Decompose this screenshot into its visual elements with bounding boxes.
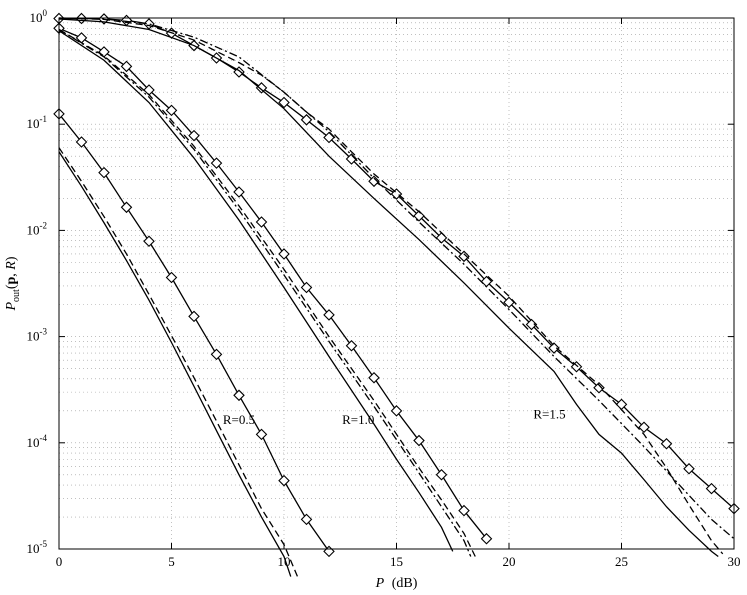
series-line-R10-dashdot [58,28,472,557]
x-axis-label-unit: (dB) [392,576,418,591]
series-group [53,12,740,577]
diamond-marker [278,96,290,109]
x-tick-label: 15 [390,554,403,569]
y-label-sub: out [11,289,22,302]
diamond-marker [255,216,268,228]
x-tick-label: 25 [615,554,628,569]
series-annotation: R=1.0 [342,412,374,427]
diamond-marker [683,462,695,475]
series-line-R10-solid [58,30,454,552]
y-label-bold: p [4,277,19,285]
y-axis-label: Pout(p, R) [4,256,22,311]
diamond-marker [188,129,200,142]
diamond-marker [120,201,133,214]
diamond-marker [188,310,200,323]
y-tick-label: 10-5 [27,539,48,556]
y-label-comma: , [4,270,19,277]
diamond-marker [548,342,560,354]
y-label-base: P [4,302,19,312]
diamond-marker [480,532,493,545]
y-tick-label: 10-2 [27,220,48,237]
diamond-marker [525,318,538,331]
diamond-marker [413,210,425,222]
diamond-marker [638,421,650,434]
diamond-marker [255,82,268,94]
diamond-marker [300,281,313,294]
annotations: R=0.5 R=1.0 R=1.5 [223,406,566,427]
diamond-marker [345,339,358,352]
x-tick-label: 10 [278,554,291,569]
diamond-marker [165,104,178,117]
diamond-marker [300,513,313,526]
diamond-marker [165,271,178,284]
diamond-marker [458,504,470,517]
diamond-marker [323,545,335,558]
diamond-marker [345,153,358,165]
series-line-R05-dashed [58,147,299,577]
diamond-marker [278,474,290,487]
diamond-marker [255,428,268,441]
diamond-marker [210,348,223,361]
plot-frame [58,17,735,550]
diamond-marker [390,405,403,417]
diamond-marker [570,360,583,373]
x-tick-label: 20 [503,554,516,569]
diamond-marker [593,381,605,394]
diamond-marker [120,14,133,27]
diamond-marker [98,166,110,179]
y-tick-label: 10-3 [27,327,48,344]
x-axis-label: P (dB) [375,576,418,591]
y-tick-label: 100 [30,8,48,25]
x-tick-label: 0 [56,554,63,569]
grid [59,18,734,549]
diamond-marker [368,371,380,384]
series-line-R10-dashed [58,28,476,557]
y-label-args: ( [4,284,19,289]
diamond-marker [278,248,290,260]
y-label-ital: R [4,261,19,271]
y-tick-label: 10-4 [27,433,48,450]
series-annotation: R=1.5 [533,406,565,421]
diamond-marker [435,468,448,481]
diamond-marker [323,309,335,321]
diamond-marker [458,250,470,263]
diamond-marker [75,136,88,148]
diamond-marker [143,235,155,248]
y-label-close: ) [4,256,19,261]
series-annotation: R=0.5 [223,412,255,427]
diamond-marker [660,437,673,450]
diamond-marker [233,389,245,402]
y-tick-label: 10-1 [27,114,48,131]
diamond-marker [300,114,313,126]
diamond-marker [368,175,380,188]
series-line-R15-dashed [58,17,724,555]
x-tick-label: 30 [728,554,741,569]
diamond-marker [210,157,223,169]
axis-ticks: 0 5 10 15 20 25 30 100 10-1 10-2 10-3 10-4 10-5 [27,8,741,569]
x-tick-label: 5 [168,554,175,569]
diamond-marker [705,482,718,495]
diamond-marker [413,434,425,447]
series-line-R15-dashdot [58,17,735,540]
diamond-marker [120,60,133,73]
x-axis-label-var: P [375,576,385,591]
series-line-R10-diamond [58,27,488,540]
series-line-R05-solid [58,151,292,577]
diamond-marker [233,186,245,198]
series-line-R15-solid [58,18,719,558]
